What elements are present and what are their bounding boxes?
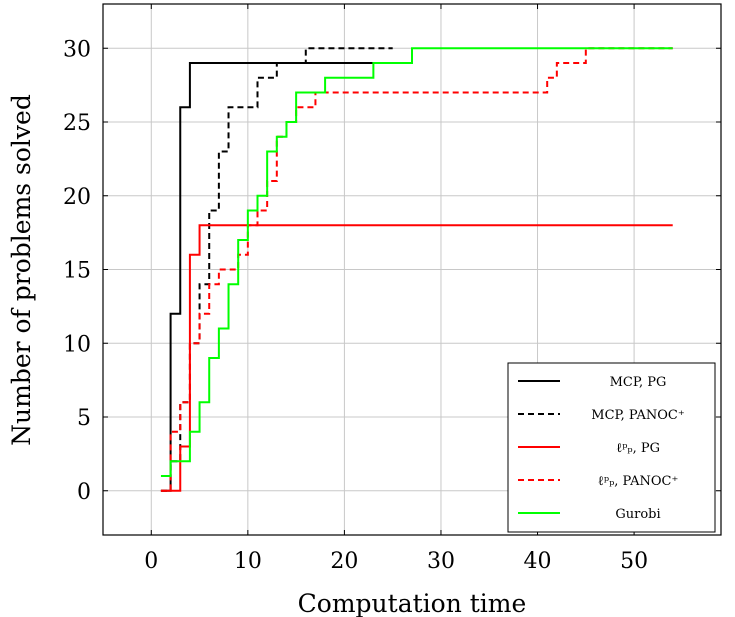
series-line-3: [160, 224, 673, 492]
x-tick-label: 50: [620, 549, 648, 574]
x-axis-title: Computation time: [298, 589, 527, 617]
x-tick-label: 10: [234, 549, 262, 574]
x-tick-label: 20: [330, 549, 358, 574]
y-tick-label: 15: [63, 259, 91, 284]
tick-layer: 0 10 20 30 40 50 0 5 10 15 20 25 30: [63, 4, 721, 574]
legend-label: Gurobi: [615, 507, 660, 522]
x-tick-label: 0: [144, 549, 158, 574]
x-tick-label: 40: [524, 549, 552, 574]
y-tick-label: 20: [63, 185, 91, 210]
series-layer: [160, 47, 673, 492]
y-axis-title: Number of problems solved: [7, 94, 36, 446]
legend-label: ℓᵖₚ, PANOC⁺: [598, 474, 679, 489]
y-tick-label: 25: [63, 111, 91, 136]
legend-label: MCP, PG: [610, 375, 667, 390]
series-line-1: [160, 62, 374, 492]
legend-label: ℓᵖₚ, PG: [616, 441, 660, 456]
y-tick-label: 30: [63, 37, 91, 62]
legend: MCP, PG MCP, PANOC⁺ ℓᵖₚ, PG ℓᵖₚ, PANOC⁺ Guro…: [507, 362, 716, 533]
y-tick-label: 5: [77, 406, 91, 431]
series-line-5: [160, 47, 673, 477]
series-line-4: [160, 47, 673, 492]
series-line-2: [160, 47, 393, 492]
y-tick-label: 0: [77, 480, 91, 505]
y-tick-label: 10: [63, 332, 91, 357]
legend-label: MCP, PANOC⁺: [591, 408, 684, 423]
x-tick-label: 30: [427, 549, 455, 574]
